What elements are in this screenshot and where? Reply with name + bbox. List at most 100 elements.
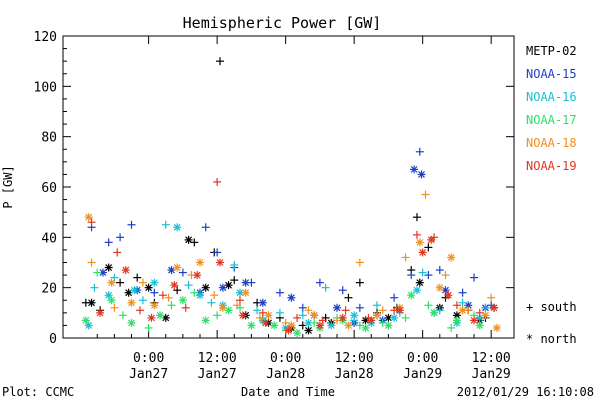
x-tick-date-label: Jan27 xyxy=(129,367,168,382)
south-point xyxy=(415,147,424,156)
south-point xyxy=(441,271,450,280)
north-point xyxy=(121,266,130,275)
x-tick-time-label: 12:00 xyxy=(472,351,511,366)
south-point xyxy=(118,311,127,320)
north-point xyxy=(173,263,182,272)
north-point xyxy=(104,263,113,272)
north-point xyxy=(238,311,247,320)
north-point xyxy=(475,321,484,330)
legend-item: NOAA-16 xyxy=(526,90,577,104)
north-point xyxy=(367,316,376,325)
north-point xyxy=(193,271,202,280)
south-point xyxy=(344,293,353,302)
north-point xyxy=(127,298,136,307)
south-point xyxy=(447,323,456,332)
south-point xyxy=(90,283,99,292)
north-point xyxy=(127,318,136,327)
north-point xyxy=(258,298,267,307)
north-point xyxy=(452,316,461,325)
north-point xyxy=(201,316,210,325)
north-point xyxy=(241,288,250,297)
x-tick-date-label: Jan27 xyxy=(198,367,237,382)
x-tick-time-label: 0:00 xyxy=(270,351,301,366)
north-point xyxy=(196,258,205,267)
timestamp: 2012/01/29 16:10:08 xyxy=(457,385,594,399)
south-point xyxy=(138,296,147,305)
south-point xyxy=(458,288,467,297)
south-point xyxy=(110,303,119,312)
south-point xyxy=(133,273,142,282)
x-tick-date-label: Jan28 xyxy=(335,367,374,382)
south-point xyxy=(93,268,102,277)
y-tick-label: 120 xyxy=(34,30,57,45)
north-point xyxy=(144,283,153,292)
x-tick-time-label: 12:00 xyxy=(335,351,374,366)
x-tick-date-label: Jan29 xyxy=(403,367,442,382)
north-point xyxy=(107,278,116,287)
north-point xyxy=(184,235,193,244)
south-point xyxy=(424,301,433,310)
north-point xyxy=(350,311,359,320)
north-point xyxy=(492,323,501,332)
north-point xyxy=(156,311,165,320)
south-point xyxy=(104,238,113,247)
legend-item: NOAA-18 xyxy=(526,136,577,150)
north-point xyxy=(150,301,159,310)
north-point xyxy=(173,223,182,232)
south-point xyxy=(190,288,199,297)
south-point xyxy=(150,288,159,297)
north-point xyxy=(327,321,336,330)
south-point xyxy=(87,218,96,227)
south-point xyxy=(378,306,387,315)
data-marks xyxy=(81,57,501,337)
north-point xyxy=(107,296,116,305)
north-point xyxy=(201,283,210,292)
north-point xyxy=(247,321,256,330)
north-point xyxy=(395,306,404,315)
south-point xyxy=(293,313,302,322)
south-point xyxy=(275,288,284,297)
y-tick-label: 20 xyxy=(41,282,57,297)
south-point xyxy=(213,248,222,257)
north-point xyxy=(372,311,381,320)
legend-item: METP-02 xyxy=(526,44,577,58)
south-point xyxy=(136,306,145,315)
south-point xyxy=(418,268,427,277)
south-point xyxy=(275,308,284,317)
south-point xyxy=(458,298,467,307)
south-point xyxy=(235,296,244,305)
south-point xyxy=(321,283,330,292)
south-point xyxy=(184,281,193,290)
north-point xyxy=(458,306,467,315)
y-tick-label: 80 xyxy=(41,131,57,146)
y-tick-label: 0 xyxy=(49,332,57,347)
south-point xyxy=(338,286,347,295)
south-point xyxy=(372,301,381,310)
x-axis-label: Date and Time xyxy=(241,385,335,399)
north-point xyxy=(284,326,293,335)
north-point xyxy=(417,170,426,179)
north-point xyxy=(170,281,179,290)
south-point xyxy=(253,306,262,315)
north-point xyxy=(415,238,424,247)
north-point xyxy=(435,283,444,292)
north-point xyxy=(224,281,233,290)
south-point xyxy=(412,213,421,222)
south-point xyxy=(116,278,125,287)
south-point xyxy=(390,293,399,302)
north-point xyxy=(384,321,393,330)
north-point xyxy=(270,321,279,330)
south-point xyxy=(412,230,421,239)
north-point xyxy=(410,165,419,174)
north-point xyxy=(470,316,479,325)
south-symbol-legend: + south xyxy=(526,300,577,314)
south-point xyxy=(424,243,433,252)
north-point xyxy=(407,291,416,300)
south-point xyxy=(138,278,147,287)
north-point xyxy=(315,321,324,330)
north-point xyxy=(310,311,319,320)
x-tick-time-label: 0:00 xyxy=(407,351,438,366)
north-point xyxy=(215,258,224,267)
legend-item: NOAA-19 xyxy=(526,159,577,173)
